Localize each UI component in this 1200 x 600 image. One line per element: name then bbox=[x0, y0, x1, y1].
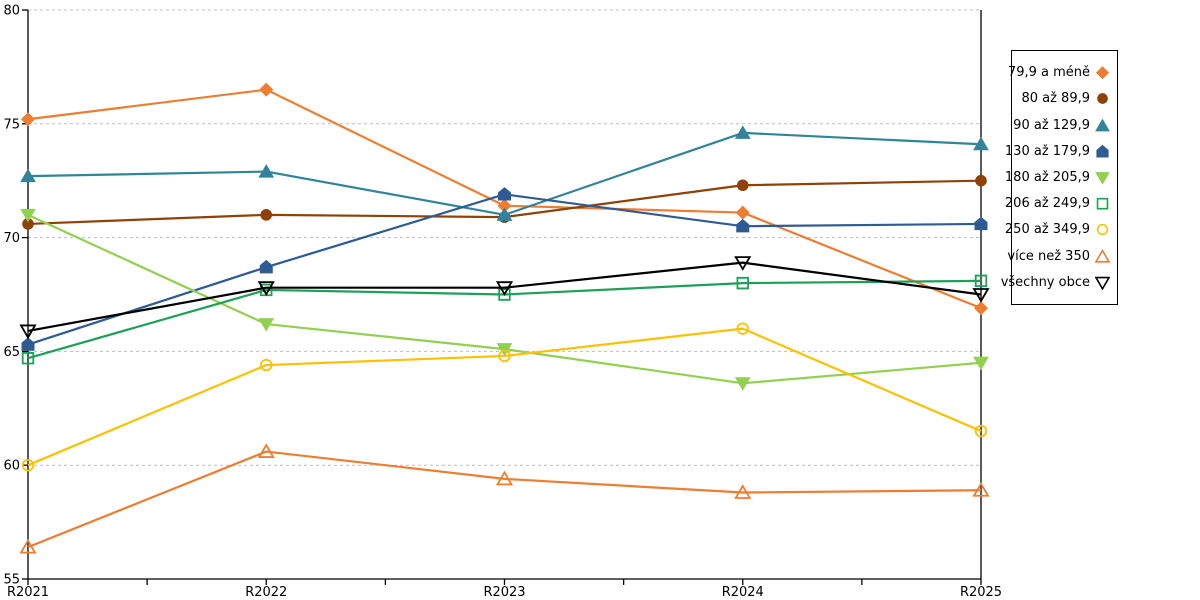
data-point-marker bbox=[975, 174, 987, 187]
data-point-marker bbox=[736, 322, 749, 335]
series-triangle-down-solid bbox=[20, 208, 989, 391]
y-tick-label: 65 bbox=[3, 345, 20, 360]
data-point-marker bbox=[258, 318, 275, 332]
y-tick-label: 80 bbox=[3, 4, 20, 19]
legend-item-label: 206 až 249,9 bbox=[1004, 196, 1090, 212]
data-point-marker bbox=[972, 288, 990, 303]
data-point-marker bbox=[973, 356, 989, 371]
data-point-marker bbox=[972, 481, 990, 497]
data-point-marker bbox=[21, 459, 35, 472]
data-point-marker bbox=[257, 443, 275, 458]
y-tick-label: 75 bbox=[3, 117, 20, 132]
legend-item: 250 až 349,9 bbox=[1005, 222, 1117, 237]
legend-item-label: více než 350 bbox=[1007, 248, 1090, 264]
legend-item-label: 180 až 205,9 bbox=[1004, 169, 1090, 185]
data-point-marker bbox=[974, 424, 988, 438]
series-triangle-up-hollow bbox=[19, 443, 990, 554]
legend-item-label: 90 až 129,9 bbox=[1013, 117, 1090, 133]
series-line bbox=[27, 261, 982, 332]
y-tick-label: 60 bbox=[3, 459, 20, 474]
series-triangle-down-hollow bbox=[19, 256, 990, 340]
x-tick-label: R2025 bbox=[960, 585, 1002, 600]
legend-item-label: všechny obce bbox=[1000, 274, 1090, 290]
legend-marker-pentagon-icon bbox=[1096, 144, 1109, 158]
series-circle-hollow bbox=[21, 322, 988, 472]
data-point-marker bbox=[736, 218, 750, 233]
series-triangle-up-solid bbox=[20, 125, 989, 221]
legend-item: 180 až 205,9 bbox=[1005, 170, 1117, 185]
data-point-marker bbox=[973, 136, 989, 151]
data-point-marker bbox=[19, 324, 37, 340]
legend-item-label: 250 až 349,9 bbox=[1004, 222, 1090, 238]
x-tick-label: R2022 bbox=[245, 585, 287, 600]
legend-item: 79,9 a méně bbox=[1008, 65, 1117, 80]
data-point-marker bbox=[259, 259, 273, 274]
data-point-marker bbox=[260, 358, 273, 372]
data-point-marker bbox=[19, 538, 37, 554]
data-point-marker bbox=[259, 82, 274, 97]
legend-marker-circle-icon bbox=[1097, 93, 1108, 105]
data-point-marker bbox=[973, 301, 989, 316]
data-point-marker bbox=[736, 179, 749, 192]
data-point-marker bbox=[260, 283, 273, 297]
legend-item-label: 130 až 179,9 bbox=[1004, 143, 1090, 159]
legend-marker-triangle-down-icon bbox=[1095, 172, 1110, 185]
data-point-marker bbox=[260, 209, 273, 221]
data-point-marker bbox=[974, 274, 988, 288]
data-point-marker bbox=[20, 208, 36, 223]
legend-marker-triangle-up-icon bbox=[1095, 118, 1110, 131]
legend-item: 206 až 249,9 bbox=[1005, 196, 1117, 211]
legend-item-label: 79,9 a méně bbox=[1007, 65, 1090, 81]
data-point-marker bbox=[258, 164, 275, 178]
legend-item: více než 350 bbox=[1007, 248, 1117, 264]
data-point-marker bbox=[974, 216, 988, 231]
data-point-marker bbox=[736, 276, 749, 290]
series-pentagon-solid bbox=[21, 187, 988, 351]
data-point-marker bbox=[20, 168, 36, 183]
data-point-marker bbox=[21, 337, 35, 351]
y-tick-label: 70 bbox=[3, 231, 20, 246]
legend-item: všechny obce bbox=[1001, 275, 1117, 290]
data-point-marker bbox=[257, 281, 275, 296]
data-point-marker bbox=[734, 484, 752, 499]
legend-item: 130 až 179,9 bbox=[1005, 144, 1117, 159]
data-point-marker bbox=[21, 352, 35, 365]
legend: 79,9 a méně 80 až 89,9 90 až 129,9 130 až 1… bbox=[1001, 50, 1118, 305]
data-point-marker bbox=[495, 470, 514, 486]
x-tick-label: R2023 bbox=[483, 585, 525, 600]
legend-marker-circle-icon bbox=[1096, 224, 1109, 236]
legend-marker-triangle-down-icon bbox=[1095, 276, 1110, 290]
legend-marker-square-icon bbox=[1096, 198, 1109, 210]
series-line bbox=[27, 450, 982, 549]
data-point-marker bbox=[496, 207, 513, 221]
series-diamond-solid bbox=[20, 82, 989, 316]
data-point-marker bbox=[498, 349, 511, 363]
legend-item-label: 80 až 89,9 bbox=[1021, 91, 1090, 107]
x-tick-label: R2024 bbox=[722, 585, 764, 600]
x-tick-label: R2021 bbox=[7, 585, 49, 600]
data-point-marker bbox=[734, 256, 752, 271]
legend-marker-diamond-icon bbox=[1095, 66, 1110, 80]
data-point-marker bbox=[496, 343, 513, 357]
legend-item: 90 až 129,9 bbox=[1012, 118, 1117, 133]
data-point-marker bbox=[495, 281, 514, 296]
data-point-marker bbox=[20, 112, 36, 127]
data-point-marker bbox=[498, 187, 511, 201]
data-point-marker bbox=[734, 125, 751, 139]
y-tick-label: 55 bbox=[3, 573, 20, 588]
data-point-marker bbox=[734, 377, 751, 391]
data-point-marker bbox=[498, 288, 511, 301]
legend-item: 80 až 89,9 bbox=[1012, 91, 1117, 106]
data-point-marker bbox=[735, 205, 750, 220]
legend-marker-triangle-up-icon bbox=[1095, 248, 1110, 263]
series-line bbox=[27, 327, 982, 467]
